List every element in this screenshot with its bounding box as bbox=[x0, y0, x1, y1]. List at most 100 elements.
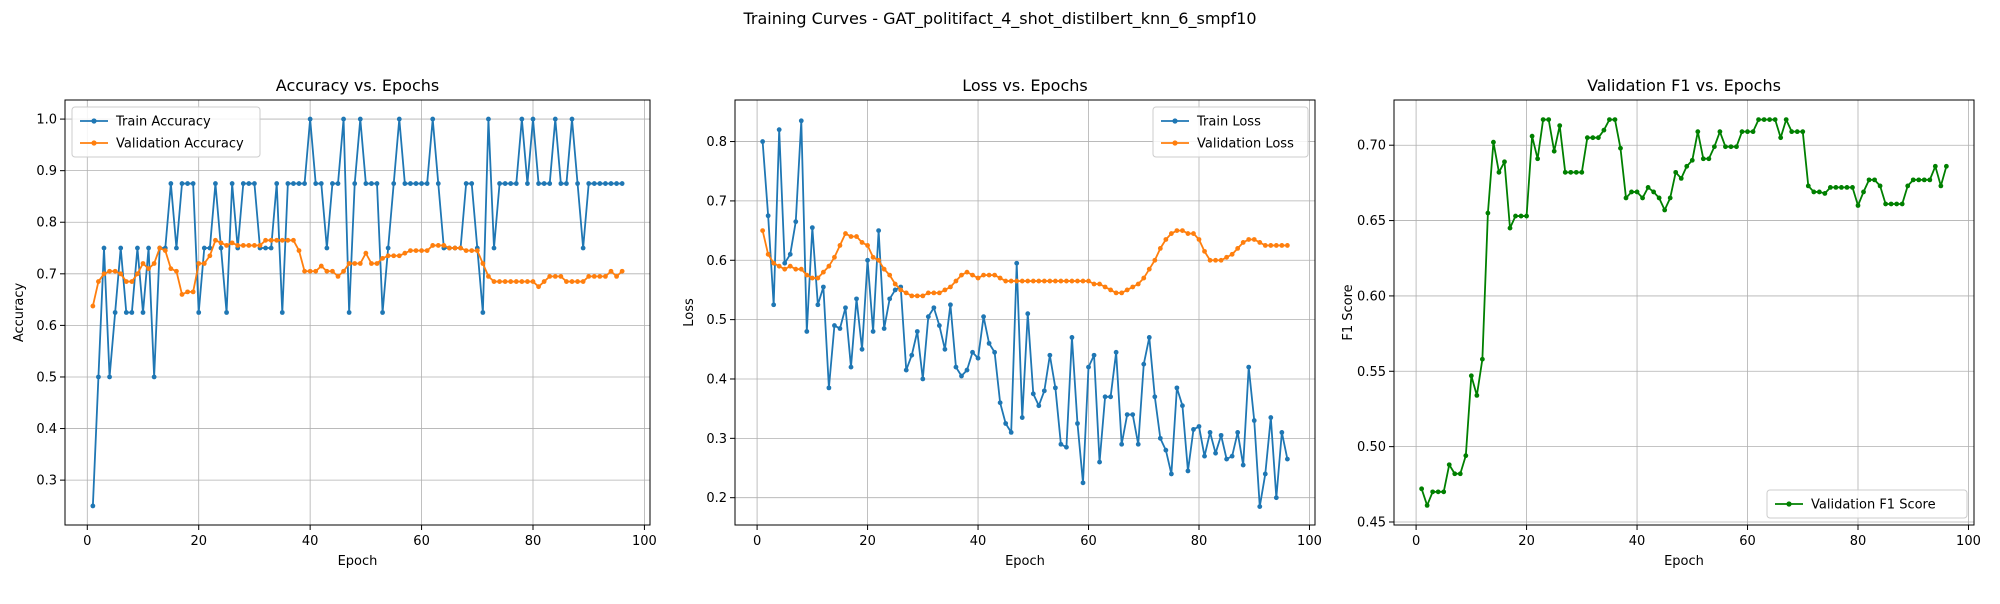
legend: Validation F1 Score bbox=[1766, 489, 1968, 519]
data-point bbox=[519, 279, 525, 284]
legend-box bbox=[1152, 106, 1309, 158]
data-point bbox=[809, 275, 815, 281]
y-axis-label: Loss bbox=[682, 298, 697, 327]
data-point bbox=[525, 279, 530, 284]
y-tick-label: 0.3 bbox=[36, 474, 57, 489]
y-tick-label: 0.60 bbox=[1357, 289, 1386, 304]
data-point bbox=[1141, 361, 1147, 367]
data-point bbox=[452, 245, 458, 251]
data-point bbox=[959, 272, 964, 278]
x-axis-label: Epoch bbox=[338, 554, 378, 569]
data-point bbox=[341, 268, 346, 274]
data-point bbox=[787, 263, 793, 269]
data-point bbox=[458, 245, 463, 251]
data-point bbox=[804, 272, 810, 278]
data-point bbox=[1064, 444, 1069, 450]
data-point bbox=[1700, 156, 1706, 162]
data-point bbox=[224, 243, 229, 248]
data-point bbox=[213, 237, 218, 243]
legend: Train Loss Validation Loss bbox=[1152, 106, 1309, 158]
data-point bbox=[1091, 281, 1097, 287]
data-point bbox=[1268, 243, 1274, 248]
data-point bbox=[608, 181, 614, 186]
data-point bbox=[1883, 201, 1889, 207]
data-point bbox=[859, 346, 865, 352]
data-point bbox=[1734, 144, 1739, 150]
data-point bbox=[1019, 415, 1025, 420]
data-point bbox=[402, 250, 408, 256]
data-point bbox=[1645, 185, 1651, 190]
data-point bbox=[168, 266, 174, 272]
data-point bbox=[575, 181, 580, 186]
data-point bbox=[396, 253, 402, 259]
data-point bbox=[760, 228, 766, 233]
data-point bbox=[1196, 424, 1202, 429]
data-point bbox=[441, 243, 447, 248]
y-axis-label: F1 Score bbox=[1341, 284, 1356, 340]
data-point bbox=[1888, 201, 1894, 207]
data-point bbox=[491, 245, 497, 251]
data-point bbox=[1618, 145, 1623, 151]
data-point bbox=[1273, 243, 1279, 248]
data-point bbox=[1235, 245, 1241, 251]
series-validation-loss bbox=[760, 228, 1290, 299]
data-point bbox=[363, 181, 369, 186]
data-point bbox=[776, 263, 782, 269]
data-point bbox=[876, 228, 882, 233]
data-point bbox=[986, 272, 992, 278]
data-point bbox=[480, 261, 486, 266]
data-point bbox=[1822, 191, 1828, 196]
data-point bbox=[1268, 415, 1274, 420]
data-point bbox=[1207, 257, 1213, 263]
data-point bbox=[162, 248, 168, 254]
data-point bbox=[118, 245, 124, 251]
data-point bbox=[1502, 159, 1507, 165]
data-point bbox=[859, 240, 865, 245]
data-point bbox=[1485, 210, 1491, 216]
data-point bbox=[185, 181, 190, 186]
data-point bbox=[313, 268, 319, 274]
data-point bbox=[931, 290, 937, 296]
grid-lines bbox=[65, 100, 650, 525]
data-point bbox=[1811, 189, 1817, 195]
data-point bbox=[324, 268, 330, 274]
data-point bbox=[1695, 129, 1701, 135]
data-point bbox=[151, 261, 157, 266]
data-point bbox=[218, 240, 224, 246]
data-point bbox=[1452, 471, 1458, 477]
data-point bbox=[396, 116, 402, 122]
data-point bbox=[826, 385, 832, 391]
data-point bbox=[536, 284, 541, 290]
data-point bbox=[1927, 177, 1933, 183]
data-point bbox=[179, 181, 185, 186]
data-point bbox=[107, 268, 112, 274]
data-point bbox=[435, 243, 441, 248]
data-point bbox=[1524, 213, 1529, 219]
data-point bbox=[385, 253, 391, 259]
data-point bbox=[469, 248, 475, 254]
data-point bbox=[1518, 213, 1524, 219]
data-point bbox=[380, 310, 385, 315]
x-tick-label: 100 bbox=[1956, 534, 1981, 549]
data-point bbox=[1130, 284, 1136, 290]
data-point bbox=[235, 243, 241, 248]
data-point bbox=[1240, 462, 1246, 468]
data-point bbox=[848, 234, 854, 239]
data-point bbox=[274, 181, 280, 186]
data-point bbox=[1662, 207, 1668, 213]
y-tick-label: 0.50 bbox=[1357, 440, 1386, 455]
data-point bbox=[369, 261, 374, 266]
data-point bbox=[196, 261, 202, 266]
data-point bbox=[569, 116, 575, 122]
data-point bbox=[832, 323, 837, 328]
data-point bbox=[1827, 185, 1833, 190]
data-point bbox=[1108, 287, 1114, 293]
data-point bbox=[374, 181, 380, 186]
data-point bbox=[854, 296, 859, 302]
data-point bbox=[1119, 290, 1125, 296]
data-point bbox=[1717, 129, 1723, 135]
data-point bbox=[1251, 418, 1257, 423]
data-point bbox=[1629, 189, 1634, 195]
grid-lines bbox=[735, 100, 1315, 525]
